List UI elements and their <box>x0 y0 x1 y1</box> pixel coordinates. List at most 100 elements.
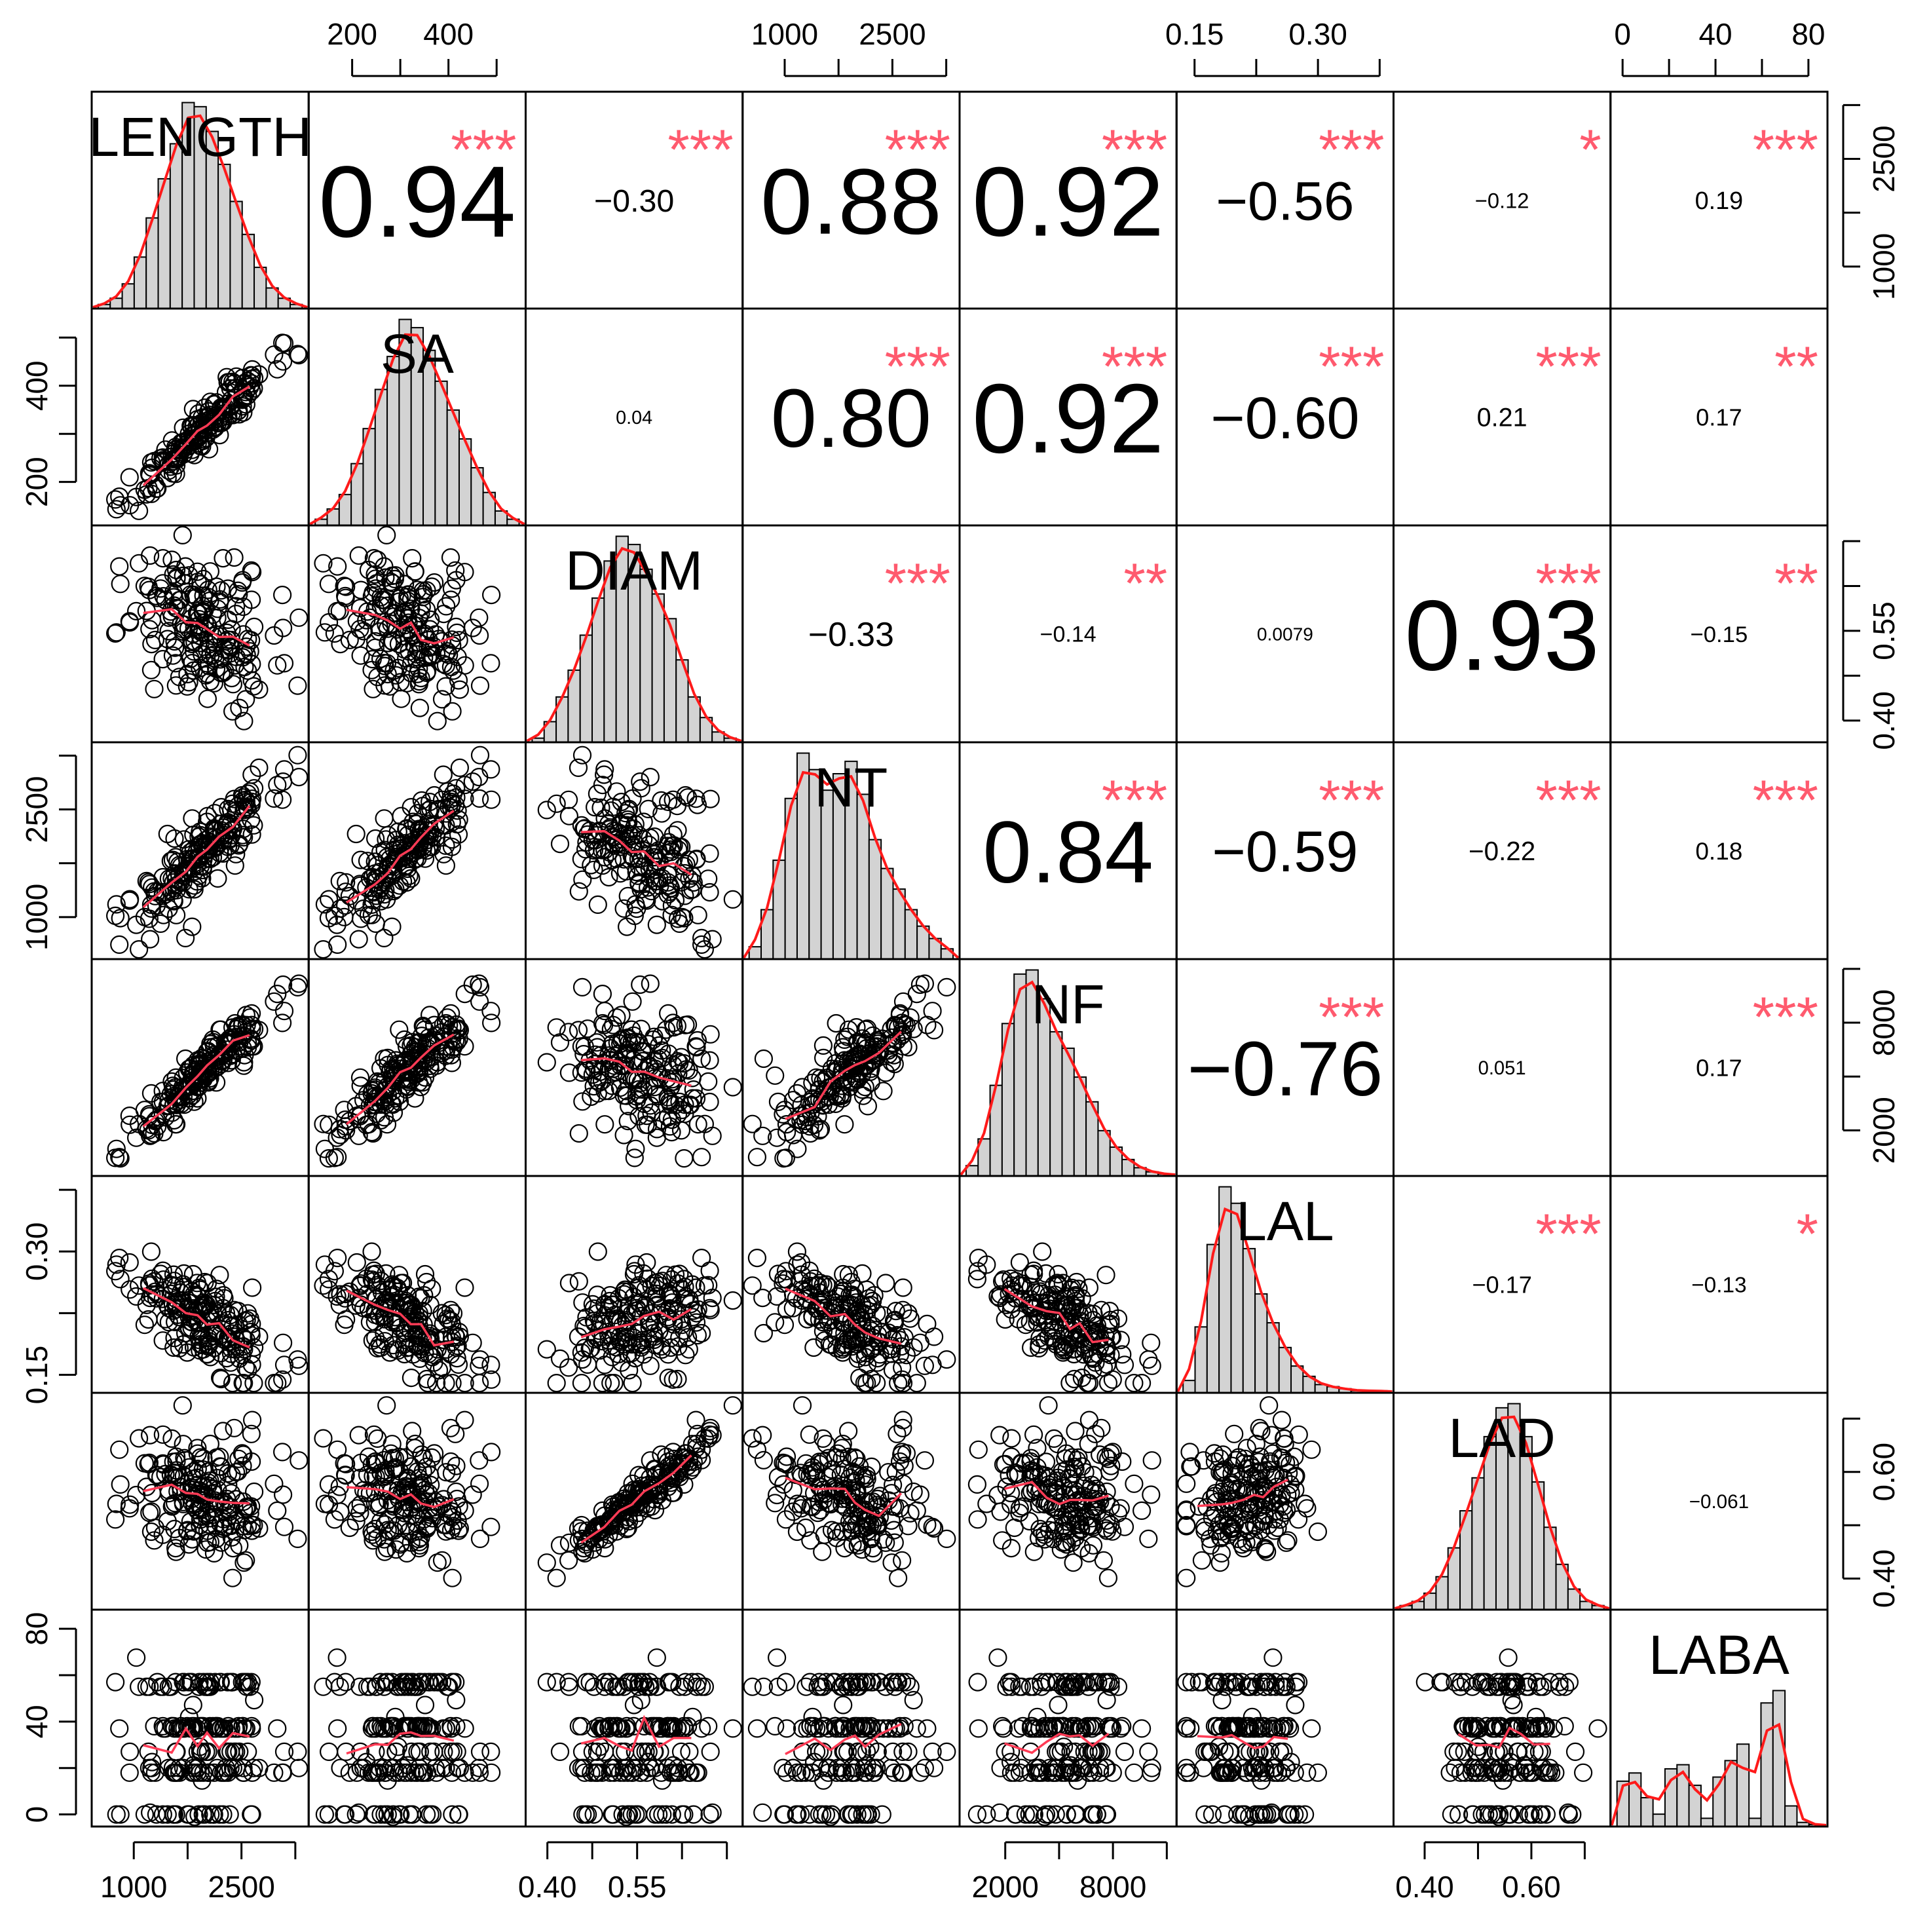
scatter-point <box>450 758 470 778</box>
scatter-point <box>183 917 202 936</box>
scatter-point <box>328 935 347 955</box>
scatter-point <box>577 833 596 852</box>
correlation-value: 0.92 <box>972 364 1164 474</box>
scatter-point <box>572 1063 591 1082</box>
scatter-point <box>593 776 612 795</box>
scatter-point <box>336 882 355 901</box>
scatter-point <box>625 1148 644 1167</box>
scatter-point <box>588 1071 607 1090</box>
scatter-point <box>695 1114 715 1133</box>
scatter-point <box>204 819 223 838</box>
scatter-point <box>242 369 261 388</box>
scatter-point <box>375 841 394 860</box>
scatter-point <box>351 1076 370 1095</box>
scatter-point <box>547 1018 566 1037</box>
scatter-point <box>328 1148 347 1167</box>
scatter-point <box>397 1080 416 1099</box>
scatter-point <box>288 746 307 765</box>
scatter-point <box>614 1126 633 1145</box>
scatter-point <box>421 837 440 856</box>
scatter-point <box>610 1034 630 1053</box>
scatter-point <box>624 820 643 839</box>
scatter-point <box>664 790 683 809</box>
hist-bar-sa <box>434 380 448 527</box>
scatter-point <box>107 500 126 519</box>
scatter-point <box>188 562 207 581</box>
scatter-point <box>692 928 711 948</box>
scatter-point <box>242 765 261 784</box>
scatter-point <box>193 833 212 853</box>
scatter-point <box>198 1042 217 1061</box>
cell-sa-nf: 0.92*** <box>958 307 1178 527</box>
scatter-point <box>599 867 618 887</box>
scatter-point <box>290 346 309 365</box>
scatter-point <box>834 1042 853 1061</box>
scatter-point <box>631 772 650 791</box>
scatter-point <box>614 850 633 869</box>
scatter-point <box>204 673 223 692</box>
scatter-point <box>428 711 447 730</box>
scatter-point <box>223 1044 242 1064</box>
scatter-point <box>652 791 671 810</box>
scatter-point <box>223 675 242 694</box>
scatter-point <box>274 654 294 673</box>
scatter-point <box>437 1041 456 1060</box>
scatter-point <box>853 1086 873 1105</box>
significance-stars: * <box>1797 1203 1818 1266</box>
scatter-point <box>662 905 681 924</box>
scatter-point <box>214 548 233 568</box>
hist-bar-diam <box>651 593 665 744</box>
scatter-point <box>336 588 355 607</box>
scatter-point <box>835 1030 854 1050</box>
scatter-point <box>463 772 482 791</box>
cell-nt-laba: 0.18*** <box>1609 741 1829 960</box>
correlation-value: −0.12 <box>1475 188 1529 212</box>
scatter-point <box>648 1050 668 1069</box>
scatter-point <box>222 668 241 688</box>
scatter-point <box>674 856 694 876</box>
scatter-point <box>537 801 556 820</box>
scatter-point <box>325 624 344 643</box>
scatter-point <box>766 1066 785 1085</box>
correlation-value: −0.56 <box>1216 171 1354 232</box>
significance-stars: *** <box>451 119 516 181</box>
scatter-point <box>225 856 244 875</box>
scatter-point <box>110 1148 129 1167</box>
scatter-point <box>397 673 417 692</box>
scatter-point <box>235 1046 254 1065</box>
scatter-point <box>652 1041 671 1060</box>
scatter-point <box>669 840 688 859</box>
scatter-point <box>593 984 612 1004</box>
scatter-point <box>642 882 661 901</box>
scatter-point <box>437 804 456 823</box>
trend-line <box>345 1033 455 1126</box>
scatter-point <box>835 1115 854 1134</box>
scatter-point <box>701 789 720 808</box>
significance-stars: *** <box>1535 1203 1601 1266</box>
scatter-point <box>673 907 692 926</box>
scatter-point <box>111 496 130 515</box>
scatter-point <box>163 646 182 665</box>
scatter-point <box>120 891 139 910</box>
scatter-point <box>198 689 217 708</box>
correlation-value: 0.93 <box>1405 580 1600 691</box>
scatter-point <box>470 992 489 1011</box>
scatter-point <box>234 597 253 616</box>
scatter-point <box>569 1021 588 1040</box>
scatter-point <box>145 679 164 698</box>
density-curve-length <box>92 114 308 309</box>
scatter-point <box>470 626 489 645</box>
scatter-point <box>626 1139 645 1158</box>
scatter-point <box>319 909 338 928</box>
scatter-point <box>148 479 167 498</box>
scatter-point <box>154 905 173 924</box>
scatter-point <box>314 939 333 959</box>
scatter-point <box>193 1063 212 1082</box>
scatter-point <box>183 440 202 459</box>
scatter-point <box>574 1044 593 1064</box>
scatter-point <box>290 974 309 993</box>
scatter-point <box>288 1350 307 1369</box>
significance-stars: *** <box>1319 335 1384 398</box>
scatter-point <box>237 645 256 664</box>
scatter-point <box>274 975 293 994</box>
